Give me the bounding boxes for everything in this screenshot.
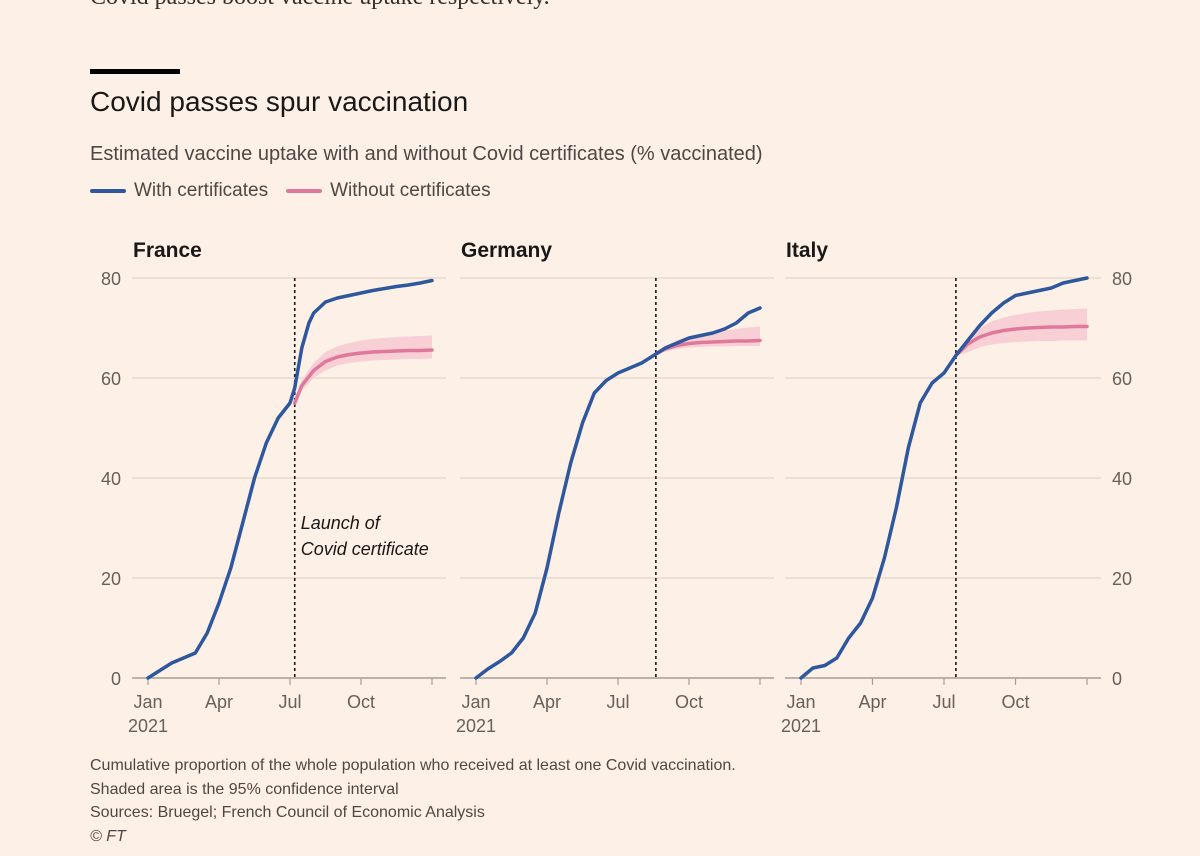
legend-item-with-certificates: With certificates — [90, 180, 268, 202]
chart-footer: Cumulative proportion of the whole popul… — [90, 754, 736, 848]
panel-france: Jan Apr Jul Oct 2021 0 20 40 60 80 France Launch of… — [101, 239, 446, 736]
x-tick-label: Apr — [205, 692, 233, 712]
panel-title: France — [133, 239, 202, 262]
x-tick-label: Apr — [533, 692, 561, 712]
x-tick-year: 2021 — [128, 716, 168, 736]
panel-title: Italy — [786, 239, 828, 262]
y-tick-label: 60 — [101, 369, 121, 389]
legend: With certificates Without certificates — [90, 180, 509, 202]
x-tick-label: Jul — [932, 692, 955, 712]
x-tick-label: Jan — [133, 692, 162, 712]
confidence-band — [655, 326, 760, 354]
series-with-certificates — [799, 276, 1089, 680]
footer-sources: Sources: Bruegel; French Council of Econ… — [90, 804, 485, 821]
y-tick-label: 80 — [101, 269, 121, 289]
chart-title: Covid passes spur vaccination — [90, 86, 469, 117]
y-tick-label: 80 — [1112, 269, 1132, 289]
chart-subtitle: Estimated vaccine uptake with and withou… — [90, 143, 763, 165]
series-without-certificates — [292, 348, 434, 405]
panel-italy: Jan Apr Jul Oct 2021 0 20 40 60 80 Italy — [781, 239, 1132, 736]
panel-germany: Jan Apr Jul Oct 2021 Germany — [456, 239, 774, 736]
x-tick-year: 2021 — [456, 716, 496, 736]
x-tick-label: Oct — [347, 692, 375, 712]
x-tick-label: Jan — [461, 692, 490, 712]
x-tick-label: Jul — [278, 692, 301, 712]
x-tick-year: 2021 — [781, 716, 821, 736]
y-tick-label: 60 — [1112, 369, 1132, 389]
footer-credit: © FT — [90, 827, 126, 845]
title-rule — [90, 69, 180, 74]
x-tick-label: Jan — [786, 692, 815, 712]
y-tick-label: 40 — [101, 469, 121, 489]
legend-swatch-blue — [90, 189, 126, 193]
y-tick-label: 20 — [1112, 569, 1132, 589]
y-tick-label: 20 — [101, 569, 121, 589]
y-tick-label: 40 — [1112, 469, 1132, 489]
small-multiples-chart: Jan Apr Jul Oct 2021 0 20 40 60 80 France Launch of… — [101, 239, 1132, 736]
series-with-certificates — [146, 278, 434, 680]
footer-note: Shaded area is the 95% confidence interv… — [90, 780, 399, 798]
footer-note: Cumulative proportion of the whole popul… — [90, 757, 736, 774]
legend-swatch-pink — [286, 189, 323, 193]
legend-label: With certificates — [134, 180, 269, 201]
x-tick-label: Apr — [858, 692, 886, 712]
x-tick-label: Oct — [1001, 692, 1029, 712]
certificate-launch-label: Covid certificate — [301, 539, 429, 559]
legend-item-without-certificates: Without certificates — [286, 180, 491, 202]
y-tick-label: 0 — [111, 669, 121, 689]
cut-off-text: Covid passes boost vaccine uptake respec… — [90, 0, 550, 11]
certificate-launch-label: Launch of — [301, 513, 382, 533]
panel-title: Germany — [461, 239, 552, 262]
series-with-certificates — [474, 306, 762, 680]
x-tick-label: Oct — [675, 692, 703, 712]
series-without-certificates — [954, 324, 1089, 358]
x-tick-label: Jul — [606, 692, 629, 712]
legend-label: Without certificates — [330, 180, 491, 201]
confidence-band — [955, 308, 1087, 356]
y-tick-label: 0 — [1112, 669, 1122, 689]
